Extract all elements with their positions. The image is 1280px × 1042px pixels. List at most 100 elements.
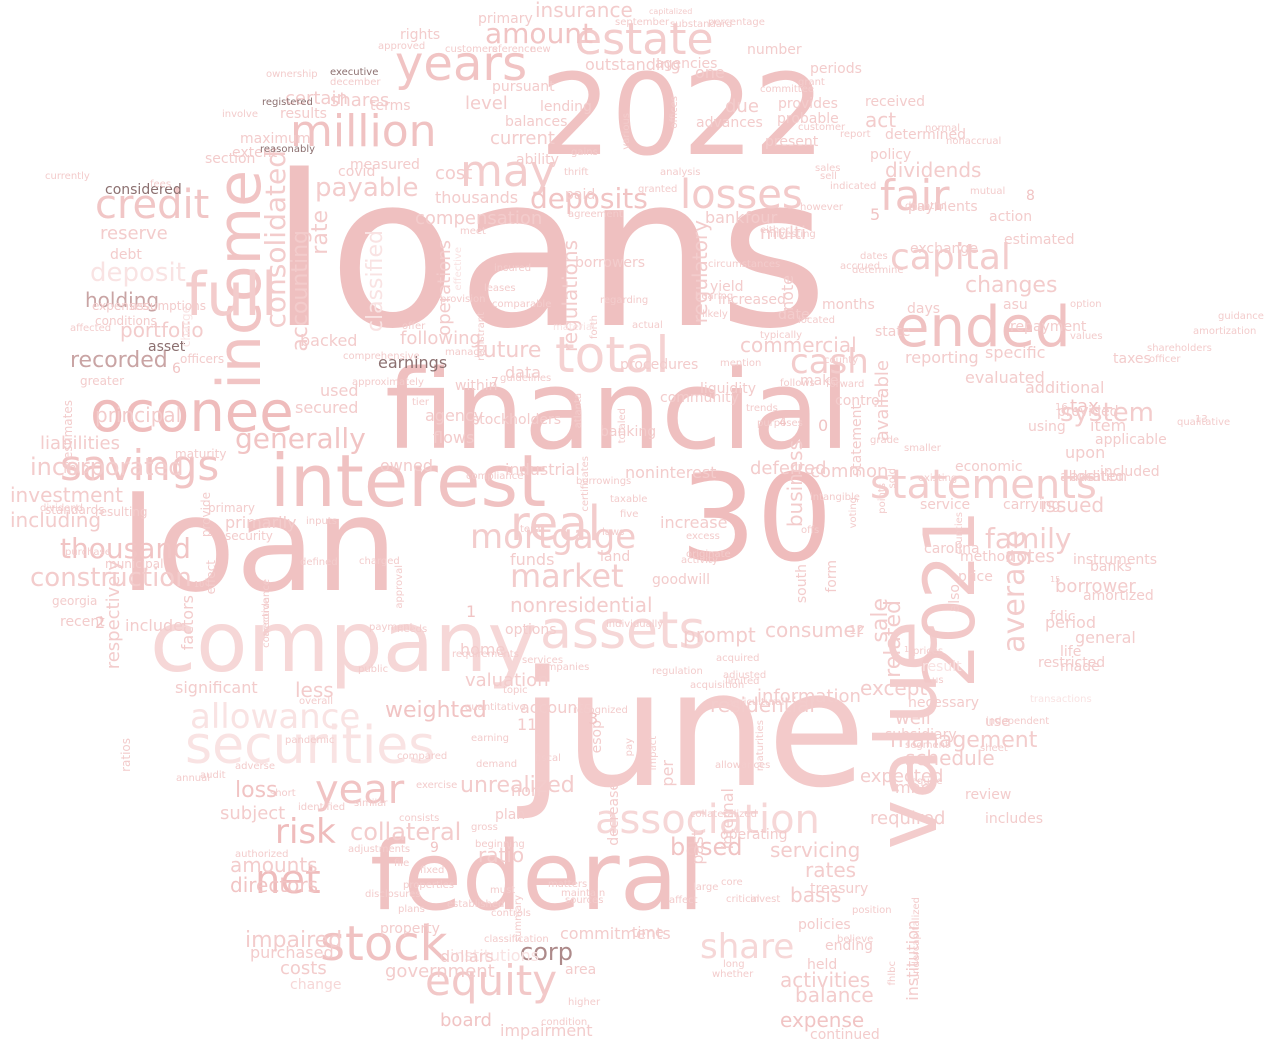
- word-measured: measured: [350, 157, 420, 173]
- word-customer: customer: [798, 122, 846, 133]
- word-effect: effect: [204, 560, 218, 595]
- word-net: net: [255, 857, 321, 903]
- word-related: related: [881, 600, 906, 678]
- word-short: short: [270, 788, 296, 799]
- word-executive: executive: [330, 67, 379, 78]
- word-us: us: [932, 675, 944, 686]
- word-procedures: procedures: [620, 357, 699, 373]
- word-higher: higher: [568, 997, 601, 1008]
- word-thousands: thousands: [435, 188, 519, 207]
- word-company: company: [150, 593, 538, 691]
- word-9: 9: [430, 840, 439, 856]
- word-mention: mention: [720, 358, 762, 369]
- word-rights: rights: [400, 27, 441, 43]
- word-prices: prices: [913, 646, 944, 657]
- word-transactions: transactions: [1030, 694, 1092, 705]
- word-involve: involve: [222, 109, 259, 120]
- word-trends: trends: [746, 403, 778, 414]
- word-pursuant: pursuant: [492, 79, 555, 95]
- word-number: number: [747, 42, 802, 58]
- word-level: level: [465, 93, 508, 114]
- word-provides: provides: [778, 96, 838, 112]
- word-payment: payment: [369, 622, 414, 633]
- word-3: 3: [588, 709, 599, 728]
- word-borrowings: borrowings: [576, 476, 632, 487]
- word-decrease: decrease: [606, 782, 622, 846]
- word-allowance: allowance: [190, 697, 361, 737]
- word-subject: subject: [220, 803, 286, 824]
- word-asu: asu: [1003, 297, 1028, 313]
- word-equity: equity: [425, 956, 558, 1005]
- word-rate: rate: [308, 210, 333, 255]
- word-state: state: [875, 324, 911, 340]
- word-must: must: [490, 885, 516, 896]
- word-operations: operations: [434, 240, 455, 336]
- word-similar: similar: [354, 798, 388, 809]
- word-grade: grade: [870, 435, 900, 446]
- word-activity: activity: [681, 555, 718, 566]
- word-general: general: [1075, 628, 1136, 647]
- word-industrial: industrial: [505, 460, 580, 479]
- word-period: period: [1045, 613, 1096, 632]
- word-interest: interest: [270, 439, 547, 523]
- word-11: 11: [517, 715, 538, 734]
- word-construction: construction: [30, 563, 192, 593]
- word-purposes: purposes: [757, 418, 803, 429]
- word-result: result: [922, 659, 962, 675]
- word-based: based: [670, 833, 743, 861]
- word-family: family: [985, 522, 1072, 555]
- word-material: material: [553, 322, 595, 333]
- word-insured: insured: [494, 263, 532, 274]
- word-maturity: maturity: [175, 447, 227, 461]
- word-december: december: [330, 77, 381, 88]
- word-expense: expense: [780, 1008, 865, 1032]
- word-applicable: applicable: [1095, 432, 1167, 448]
- word-market: market: [510, 557, 624, 595]
- word-adjusted: adjusted: [723, 670, 767, 681]
- word-notes: notes: [1005, 546, 1055, 567]
- word-factors: factors: [178, 595, 197, 651]
- word-commitments: commitments: [560, 924, 671, 943]
- word-approved: approved: [378, 41, 426, 52]
- word-independent: independent: [986, 716, 1050, 727]
- word-segment: segment: [905, 740, 949, 751]
- word-probable: probable: [777, 111, 839, 127]
- word-continued: continued: [810, 1027, 880, 1042]
- word-13: 13: [1195, 414, 1208, 425]
- word-earnings: earnings: [378, 353, 448, 372]
- word-within: within: [455, 378, 498, 394]
- word-approval: approval: [394, 565, 405, 609]
- word-plans: plans: [398, 904, 425, 915]
- word-amounts: amounts: [230, 853, 318, 877]
- word-file: file: [394, 858, 410, 869]
- word-topic: topic: [503, 685, 528, 696]
- word-annual: annual: [176, 773, 211, 784]
- word-demand: demand: [476, 759, 518, 770]
- word-expenses: expenses: [92, 299, 149, 313]
- word-south: south: [794, 564, 810, 604]
- word-increase: increase: [660, 513, 728, 532]
- word-regulation: regulation: [652, 666, 703, 677]
- word-balance: balance: [795, 983, 874, 1007]
- word-assumptions: assumptions: [130, 299, 207, 313]
- word-institutions: institutions: [450, 946, 540, 965]
- word-million: million: [290, 106, 437, 157]
- word-established: established: [447, 899, 505, 910]
- word-reference: reference: [488, 44, 536, 55]
- word-owned: owned: [380, 456, 434, 475]
- word-compliance: compliance: [466, 471, 524, 482]
- word-reserve: reserve: [100, 223, 168, 244]
- word-either: either: [760, 225, 790, 236]
- word-likely: likely: [702, 309, 728, 320]
- word-dollars: dollars: [440, 947, 494, 966]
- word-make: make: [800, 373, 839, 389]
- word-services: services: [522, 655, 564, 666]
- word-percentage: percentage: [708, 17, 765, 28]
- word-regulatory: regulatory: [688, 220, 712, 324]
- word-carrying: carrying: [1003, 497, 1061, 513]
- word-policy: policy: [870, 147, 912, 163]
- word-secured: secured: [295, 398, 359, 417]
- word-acquired: acquired: [716, 653, 760, 664]
- word-properties: properties: [403, 880, 455, 891]
- word-residential: residential: [710, 693, 815, 717]
